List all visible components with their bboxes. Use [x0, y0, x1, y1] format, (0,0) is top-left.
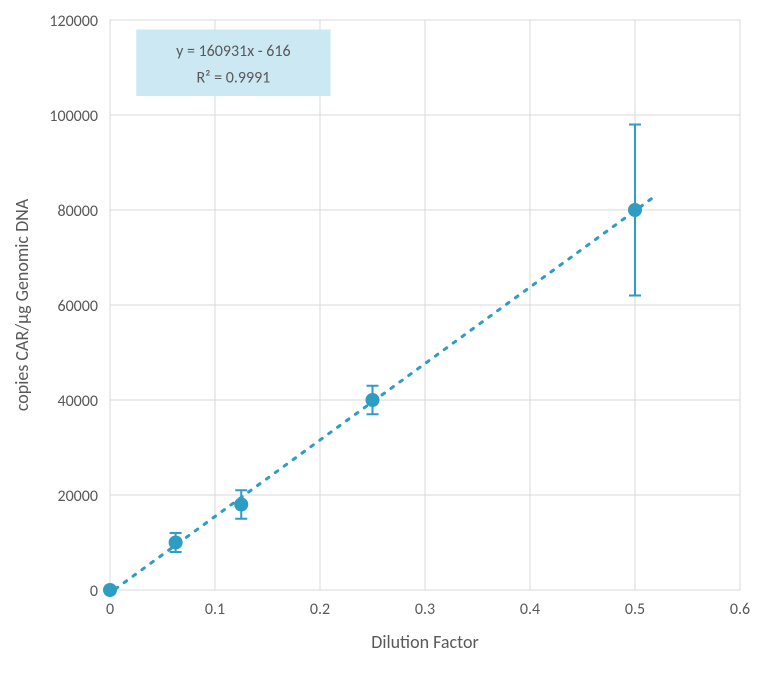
scatter-chart: 0 0.1 0.2 0.3 0.4 0.5 0.6 0 20000 40000 60000 80000… [0, 0, 766, 678]
x-tick-label: 0.6 [730, 600, 750, 619]
x-tick-label: 0.4 [520, 600, 540, 619]
chart-svg: 0 0.1 0.2 0.3 0.4 0.5 0.6 0 20000 40000 60000 80000… [0, 0, 766, 678]
data-point [628, 203, 642, 217]
data-point [169, 536, 183, 550]
y-tick-label: 20000 [57, 487, 98, 506]
x-axis-label: Dilution Factor [371, 631, 478, 653]
x-tick-label: 0.3 [415, 600, 435, 619]
data-point [234, 498, 248, 512]
y-tick-label: 40000 [57, 392, 98, 411]
y-tick-label: 100000 [49, 107, 98, 126]
x-tick-label: 0.1 [205, 600, 225, 619]
equation-line2: R² = 0.9991 [196, 69, 270, 88]
x-tick-label: 0 [106, 600, 114, 619]
x-tick-label: 0.2 [310, 600, 330, 619]
data-point [103, 583, 117, 597]
y-axis-label: copies CAR/µg Genomic DNA [11, 198, 33, 411]
y-tick-label: 80000 [57, 202, 98, 221]
equation-line1: y = 160931x - 616 [176, 42, 291, 61]
y-tick-label: 0 [90, 582, 98, 601]
y-tick-label: 120000 [49, 12, 98, 31]
data-point [366, 393, 380, 407]
x-tick-label: 0.5 [625, 600, 645, 619]
y-tick-label: 60000 [57, 297, 98, 316]
